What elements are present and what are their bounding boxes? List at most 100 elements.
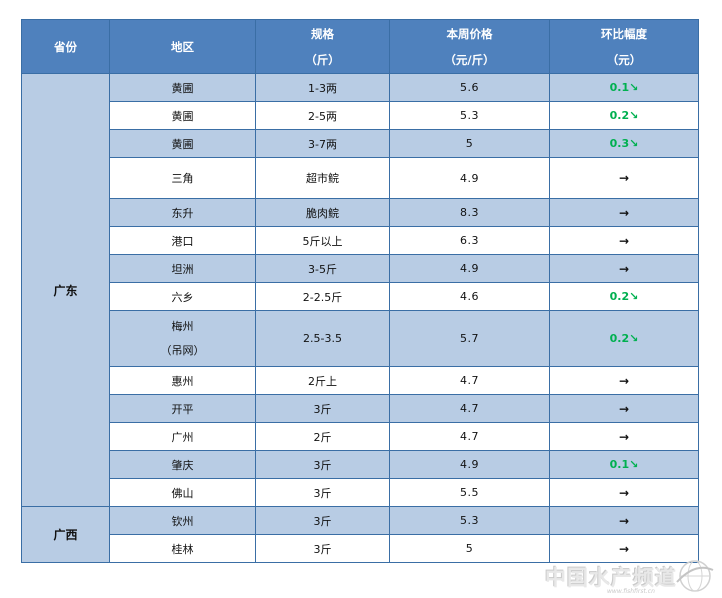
- change-cell: 0.3↘: [549, 129, 699, 158]
- change-cell: →: [549, 394, 699, 423]
- price-cell: 5: [389, 534, 550, 563]
- table-row: 开平 3斤 4.7 →: [22, 394, 699, 423]
- change-cell: →: [549, 506, 699, 535]
- spec-cell: 超市鲩: [255, 157, 390, 199]
- region-cell: 惠州: [109, 366, 256, 395]
- header-spec-line1: 规格: [311, 26, 334, 41]
- spec-cell: 1-3两: [255, 73, 390, 102]
- change-cell: 0.2↘: [549, 282, 699, 311]
- price-cell: 5.7: [389, 310, 550, 367]
- table-row: 广西 钦州 3斤 5.3 →: [21, 506, 699, 563]
- change-cell: 0.1↘: [549, 450, 699, 479]
- region-cell: 佛山: [109, 478, 256, 507]
- price-cell: 4.9: [389, 157, 550, 199]
- watermark: 中国水产频道 www.fishfirst.cn: [545, 558, 720, 596]
- price-cell: 5.5: [389, 478, 550, 507]
- header-price: 本周价格 （元/斤）: [389, 19, 550, 74]
- price-cell: 4.7: [389, 422, 550, 451]
- spec-cell: 3-7两: [255, 129, 390, 158]
- price-cell: 4.9: [389, 450, 550, 479]
- region-cell: 梅州 （吊网）: [109, 310, 256, 367]
- header-change: 环比幅度 （元）: [549, 19, 699, 74]
- change-cell: →: [549, 534, 699, 563]
- spec-cell: 3斤: [255, 534, 390, 563]
- price-cell: 5: [389, 129, 550, 158]
- change-cell: →: [549, 157, 699, 199]
- table-row: 坦洲 3-5斤 4.9 →: [22, 254, 699, 283]
- price-cell: 8.3: [389, 198, 550, 227]
- watermark-url: www.fishfirst.cn: [607, 588, 655, 595]
- region-cell: 黄圃: [109, 73, 256, 102]
- region-line2: （吊网）: [160, 343, 205, 357]
- table-row: 东升 脆肉鲩 8.3 →: [22, 198, 699, 227]
- change-cell: →: [549, 478, 699, 507]
- spec-cell: 2-2.5斤: [255, 282, 390, 311]
- spec-cell: 3-5斤: [255, 254, 390, 283]
- change-cell: →: [549, 422, 699, 451]
- region-cell: 三角: [109, 157, 256, 199]
- header-province: 省份: [21, 19, 110, 74]
- price-cell: 4.7: [389, 366, 550, 395]
- region-cell: 桂林: [109, 534, 256, 563]
- header-row: 省份 地区 规格 （斤） 本周价格 （元/斤） 环比幅度 （元）: [21, 19, 699, 74]
- price-cell: 4.7: [389, 394, 550, 423]
- change-cell: →: [549, 226, 699, 255]
- spec-cell: 2.5-3.5: [255, 310, 390, 367]
- globe-icon: [676, 560, 714, 592]
- spec-cell: 3斤: [255, 506, 390, 535]
- table-row: 桂林 3斤 5 →: [22, 534, 699, 563]
- table-row: 广东 黄圃 1-3两 5.6 0.1↘: [21, 73, 699, 507]
- province-cell-guangxi: 广西: [21, 506, 110, 563]
- region-cell: 六乡: [109, 282, 256, 311]
- watermark-text: 中国水产频道: [545, 566, 677, 590]
- table-row: 广州 2斤 4.7 →: [22, 422, 699, 451]
- header-spec: 规格 （斤）: [255, 19, 390, 74]
- region-line1: 梅州: [171, 319, 194, 333]
- spec-cell: 2斤上: [255, 366, 390, 395]
- change-cell: →: [549, 366, 699, 395]
- change-cell: 0.1↘: [549, 73, 699, 102]
- header-region: 地区: [109, 19, 256, 74]
- spec-cell: 2斤: [255, 422, 390, 451]
- table-row: 港口 5斤以上 6.3 →: [22, 226, 699, 255]
- region-cell: 坦洲: [109, 254, 256, 283]
- header-spec-line2: （斤）: [305, 52, 340, 67]
- region-cell: 黄圃: [109, 129, 256, 158]
- table-row: 三角 超市鲩 4.9 →: [22, 157, 699, 199]
- change-cell: →: [549, 254, 699, 283]
- change-cell: 0.2↘: [549, 310, 699, 367]
- region-cell: 肇庆: [109, 450, 256, 479]
- price-cell: 4.9: [389, 254, 550, 283]
- table-row: 肇庆 3斤 4.9 0.1↘: [22, 450, 699, 479]
- spec-cell: 脆肉鲩: [255, 198, 390, 227]
- price-cell: 5.3: [389, 506, 550, 535]
- province-cell-guangdong: 广东: [21, 73, 110, 507]
- table-row: 黄圃 3-7两 5 0.3↘: [22, 129, 699, 158]
- spec-cell: 2-5两: [255, 101, 390, 130]
- region-cell: 广州: [109, 422, 256, 451]
- price-table: 省份 地区 规格 （斤） 本周价格 （元/斤） 环比幅度 （元） 广东 黄圃 1…: [21, 19, 699, 563]
- region-cell: 港口: [109, 226, 256, 255]
- change-cell: →: [549, 198, 699, 227]
- spec-cell: 5斤以上: [255, 226, 390, 255]
- spec-cell: 3斤: [255, 394, 390, 423]
- change-cell: 0.2↘: [549, 101, 699, 130]
- header-price-line1: 本周价格: [446, 26, 493, 41]
- price-cell: 4.6: [389, 282, 550, 311]
- price-cell: 6.3: [389, 226, 550, 255]
- table-row: 梅州 （吊网） 2.5-3.5 5.7 0.2↘: [22, 310, 699, 367]
- region-cell: 开平: [109, 394, 256, 423]
- price-cell: 5.6: [389, 73, 550, 102]
- table-row: 黄圃 2-5两 5.3 0.2↘: [22, 101, 699, 130]
- table-row: 惠州 2斤上 4.7 →: [22, 366, 699, 395]
- table-row: 六乡 2-2.5斤 4.6 0.2↘: [22, 282, 699, 311]
- header-change-line1: 环比幅度: [601, 26, 647, 41]
- price-cell: 5.3: [389, 101, 550, 130]
- spec-cell: 3斤: [255, 450, 390, 479]
- region-cell: 黄圃: [109, 101, 256, 130]
- header-change-line2: （元）: [606, 52, 642, 67]
- region-cell: 钦州: [109, 506, 256, 535]
- region-cell: 东升: [109, 198, 256, 227]
- header-price-line2: （元/斤）: [444, 52, 495, 67]
- spec-cell: 3斤: [255, 478, 390, 507]
